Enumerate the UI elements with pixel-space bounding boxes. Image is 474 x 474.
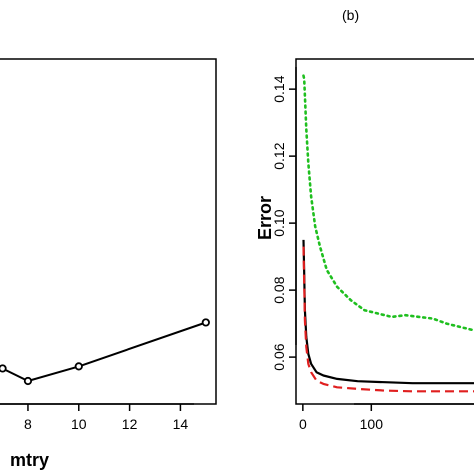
panel-b-x-axis: 0 100 xyxy=(299,403,474,432)
panel-a-x-tick-label: 10 xyxy=(71,416,87,432)
panel-b-y-tick-label: 0.12 xyxy=(271,142,287,169)
panel-b-label: (b) xyxy=(342,7,359,23)
panel-b: (b) 0.06 0.08 0.10 0.12 0.14 0 100 Error xyxy=(255,7,474,432)
panel-b-y-tick-label: 0.08 xyxy=(271,276,287,303)
panel-b-series-line xyxy=(302,74,474,332)
panel-b-series-line xyxy=(302,246,474,393)
panel-a-series-line xyxy=(2,321,207,383)
panel-a-x-axis-title: mtry xyxy=(10,450,49,470)
panel-a-frame xyxy=(0,58,217,405)
panel-a-x-tick-label: 8 xyxy=(24,416,32,432)
panel-b-x-tick-label: 100 xyxy=(360,416,384,432)
panel-a-x-tick-label: 14 xyxy=(173,416,189,432)
panel-b-series-line xyxy=(302,239,474,385)
panel-b-series-group xyxy=(302,74,474,393)
panel-a: 8 10 12 14 mtry xyxy=(0,58,217,470)
panel-a-data-point xyxy=(74,362,83,371)
panel-a-data-point xyxy=(201,318,210,327)
panel-b-y-axis-title: Error xyxy=(255,196,275,240)
panel-b-x-tick-label: 0 xyxy=(299,416,307,432)
panel-b-y-tick-label: 0.06 xyxy=(271,343,287,370)
panel-b-y-tick-label: 0.10 xyxy=(271,209,287,236)
panel-b-y-axis: 0.06 0.08 0.10 0.12 0.14 xyxy=(271,67,297,371)
panel-a-data-point xyxy=(23,376,33,386)
panel-a-x-axis: 8 10 12 14 xyxy=(0,403,194,432)
panel-a-x-tick-label: 12 xyxy=(122,416,138,432)
panel-b-frame xyxy=(295,58,474,405)
panel-b-y-tick-label: 0.14 xyxy=(271,75,287,102)
panel-a-data-point xyxy=(0,364,7,373)
panel-a-series xyxy=(0,318,210,386)
panel-b-series xyxy=(302,74,474,393)
